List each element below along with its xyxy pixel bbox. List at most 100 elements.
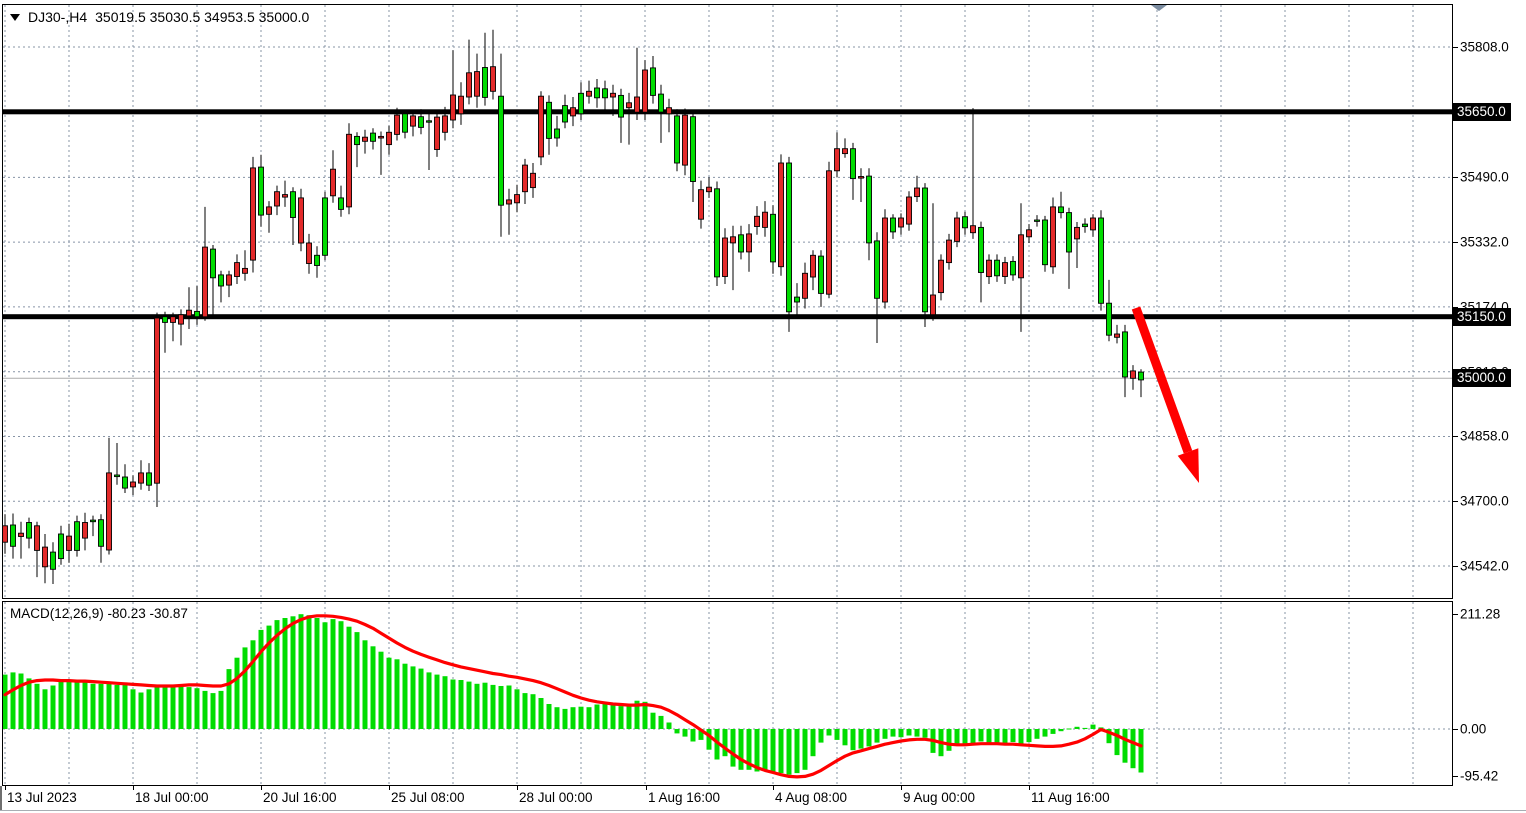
macd-histogram-bar [26,678,32,729]
time-axis-tick [5,786,6,790]
candle-body [3,525,8,543]
candle-body [178,314,184,325]
macd-histogram-bar [394,659,400,729]
price-axis-label: 34542.0 [1460,558,1509,574]
candle-body [802,272,808,299]
candle-body [1058,206,1064,214]
candle-body [962,216,968,229]
price-axis-tick [1453,177,1458,178]
candle-body [706,186,712,193]
time-axis-label: 4 Aug 08:00 [775,790,848,805]
macd-histogram-bar [962,729,968,745]
macd-indicator-panel[interactable] [2,601,1453,786]
macd-histogram-bar [570,707,576,729]
candle-body [1114,333,1120,338]
macd-histogram-bar [386,657,392,729]
candle-body [994,259,1000,277]
macd-histogram-bar [810,729,816,757]
chart-shift-marker-icon[interactable] [1151,5,1167,11]
macd-histogram-bar [242,647,248,729]
candle-body [298,197,304,244]
macd-histogram-bar [554,707,560,729]
candle-body [1122,331,1128,378]
macd-histogram-bar [1018,729,1024,746]
macd-histogram-bar [858,729,864,749]
macd-histogram-bar [1010,729,1016,743]
candle-body [42,546,48,568]
macd-histogram-bar [50,685,56,729]
candle-body [866,175,872,244]
candle-body [978,226,984,273]
macd-histogram-bar [1090,724,1096,729]
candle-body [1130,370,1136,379]
time-axis-label: 18 Jul 00:00 [135,790,209,805]
macd-histogram-bar [450,679,456,729]
candle-body [810,254,816,278]
time-axis-label: 11 Aug 16:00 [1031,790,1110,805]
candle-body [898,217,904,228]
macd-histogram-bar [682,729,688,737]
candle-body [914,187,920,198]
time-axis-label: 28 Jul 00:00 [519,790,593,805]
macd-histogram-bar [898,729,904,738]
time-axis-label: 13 Jul 2023 [7,790,77,805]
macd-signal-line [3,614,1143,779]
candle-body [330,168,336,197]
macd-histogram-bar [714,729,720,760]
candle-body [122,476,128,489]
candle-body [362,136,368,142]
candle-body [322,197,328,256]
candle-body [1098,217,1104,304]
price-chart-panel[interactable] [2,4,1453,599]
candle-body [930,294,936,316]
time-axis-tick [261,786,262,790]
macd-histogram-bar [634,700,640,729]
macd-histogram-bar [522,693,528,729]
support-resistance-line[interactable] [3,109,1452,115]
trend-arrow[interactable] [1131,306,1199,483]
candle-body [690,116,696,182]
support-resistance-line[interactable] [3,314,1452,320]
candle-body [26,522,32,539]
symbol-dropdown-icon[interactable] [10,13,20,21]
trend-arrow-shaft[interactable] [1131,306,1193,454]
macd-histogram-bar [906,729,912,736]
macd-histogram-bar [626,704,632,729]
macd-histogram-bar [1034,729,1040,739]
macd-histogram-bar [370,646,376,729]
macd-histogram-bar [658,715,664,729]
candle-body [354,135,360,146]
candle-body [722,237,728,277]
trend-arrow-head[interactable] [1177,448,1199,483]
candle-body [1090,217,1096,231]
macd-histogram-bar [802,729,808,770]
window-bottom-edge [0,810,1526,811]
price-axis-tick [1453,307,1458,308]
candlestick-chart[interactable] [3,5,1452,598]
macd-chart[interactable] [3,602,1452,785]
candle-body [938,259,944,294]
macd-histogram-bar [642,701,648,729]
macd-histogram-bar [882,729,888,739]
price-axis-label: 35332.0 [1460,234,1509,250]
candle-body [290,191,296,218]
candle-body [514,194,520,204]
macd-histogram-bar [842,729,848,746]
candle-body [418,116,424,128]
candle-body [610,92,616,98]
macd-histogram-bar [730,729,736,767]
macd-histogram-bar [514,689,520,729]
macd-axis-tick [1453,776,1458,777]
macd-histogram-bar [10,672,16,729]
price-axis-tick [1453,566,1458,567]
candle-body [346,133,352,208]
macd-histogram-bar [1058,729,1064,732]
candle-body [274,191,280,207]
candle-body [834,148,840,172]
macd-histogram-bar [986,729,992,744]
macd-histogram-bar [298,614,304,729]
candle-body [746,233,752,253]
candle-body [378,135,384,139]
candle-body [554,128,560,139]
